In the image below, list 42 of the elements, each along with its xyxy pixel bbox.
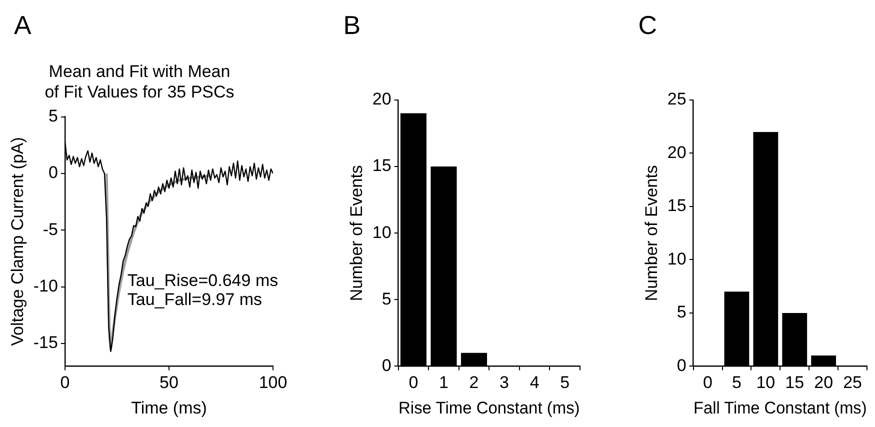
x-tick-label: 25 (843, 373, 862, 392)
x-tick-label: 5 (732, 373, 742, 392)
x-tick-label: 20 (814, 373, 834, 392)
y-tick-label: -10 (33, 276, 58, 296)
x-tick-label: 50 (160, 373, 178, 392)
y-tick-label: 0 (48, 163, 58, 182)
x-tick-label: 15 (785, 373, 804, 392)
x-tick-label: 4 (530, 373, 540, 392)
y-tick-label: 5 (676, 302, 686, 322)
y-axis-title: Voltage Clamp Current (pA) (8, 137, 27, 346)
y-tick-label: 5 (48, 106, 58, 126)
y-tick-label: 20 (372, 90, 392, 109)
y-axis-title: Number of Events (346, 165, 366, 302)
y-axis-title: Number of Events (642, 165, 661, 302)
y-tick-label: 10 (372, 222, 392, 242)
y-tick-label: 10 (667, 249, 686, 268)
text: B (343, 10, 361, 40)
x-tick-label: 100 (258, 373, 288, 392)
x-axis-title: Rise Time Constant (ms) (398, 398, 580, 418)
x-axis-title: Time (ms) (131, 398, 207, 418)
x-tick-label: 5 (560, 373, 570, 392)
x-tick-label: 10 (756, 373, 776, 392)
x-axis-title: Fall Time Constant (ms) (694, 398, 867, 418)
y-tick-label: -5 (42, 220, 58, 239)
y-tick-label: 0 (676, 356, 686, 375)
text: A (14, 10, 32, 40)
x-tick-label: 2 (469, 373, 479, 392)
x-tick-label: 0 (703, 373, 713, 392)
annotation: Tau_Rise=0.649 ms (127, 271, 278, 290)
x-tick-label: 1 (438, 373, 448, 392)
y-tick-label: -15 (33, 333, 58, 352)
text: C (638, 10, 658, 40)
y-tick-label: 15 (372, 156, 392, 176)
y-tick-label: 25 (667, 90, 686, 109)
y-tick-label: 0 (382, 356, 392, 375)
y-tick-label: 15 (667, 196, 686, 216)
x-tick-label: 3 (500, 373, 510, 392)
y-tick-label: 5 (382, 289, 392, 308)
chart-title: Mean and Fit with Mean of Fit Values for 35 PSCs (44, 62, 234, 102)
y-tick-label: 20 (667, 142, 686, 162)
x-tick-label: 0 (408, 373, 418, 392)
annotation: Tau_Fall=9.97 ms (127, 290, 262, 309)
